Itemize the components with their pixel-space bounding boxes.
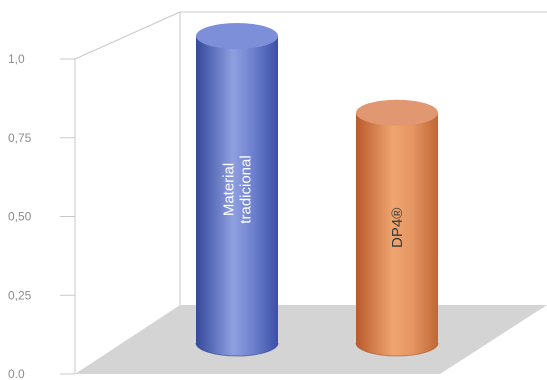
- bar-1-label: Materialtradicional: [221, 155, 255, 223]
- y-tick-label: 1,0: [8, 52, 25, 66]
- y-tick-label: 0,75: [8, 131, 32, 145]
- chart-floor: [75, 305, 547, 374]
- y-tick-label: 0.0: [8, 367, 25, 380]
- bar-2-label-line: DP4®: [389, 208, 406, 248]
- y-tick-label: 0,50: [8, 210, 32, 224]
- bar-2: DP4®: [356, 100, 438, 356]
- y-axis-ticks: 0.0 0,25 0,50 0,75 1,0: [8, 52, 75, 380]
- bar-1: Materialtradicional: [196, 23, 278, 356]
- bar-1-label-line: Material: [221, 163, 238, 216]
- side-wall-top-edge: [75, 12, 180, 59]
- chart-frame: [75, 12, 547, 374]
- y-tick-label: 0,25: [8, 288, 32, 302]
- bar-2-top: [356, 100, 438, 126]
- bar-2-label: DP4®: [389, 208, 406, 248]
- bar-1-top: [196, 23, 278, 49]
- bar-1-label-line: tradicional: [238, 155, 255, 223]
